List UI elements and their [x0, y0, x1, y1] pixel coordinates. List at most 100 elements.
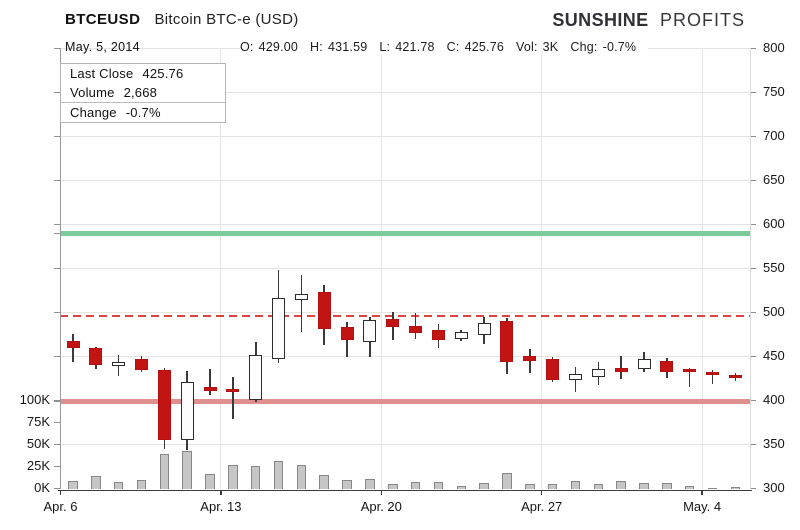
quote-label: H:: [310, 40, 323, 54]
candle-body-up: [363, 320, 377, 343]
price-axis-label: 400: [763, 392, 785, 408]
price-axis-label: 500: [763, 304, 785, 320]
quote-value: 421.78: [395, 40, 435, 54]
volume-bar: [616, 481, 626, 490]
left-axis-tick: [54, 233, 60, 235]
volume-bar: [525, 483, 535, 490]
candle-body-up: [272, 298, 286, 359]
volume-bar: [228, 464, 238, 490]
quote-value: -0.7%: [602, 40, 637, 54]
right-axis-tick: [750, 355, 756, 357]
right-axis-tick: [750, 267, 756, 269]
left-axis-tick: [54, 267, 60, 269]
price-axis-label: 800: [763, 40, 785, 56]
price-gridline: [60, 443, 750, 445]
left-axis-tick: [54, 443, 60, 445]
volume-bar: [273, 461, 284, 490]
left-axis-line: [60, 48, 61, 490]
x-axis-tick: [220, 489, 222, 495]
x-axis-date-label: May. 4: [683, 499, 722, 514]
candle-body-up: [568, 373, 582, 381]
price-gridline: [60, 311, 750, 313]
red-support-line: [60, 399, 750, 404]
quote-value: 425.76: [464, 40, 504, 54]
quote-value: 429.00: [258, 40, 299, 54]
volume-bar: [730, 487, 741, 490]
volume-bar: [684, 485, 695, 490]
candle-body-down: [614, 367, 628, 373]
candle-body-down: [157, 370, 171, 440]
candle-body-up: [294, 293, 308, 300]
price-axis-label: 300: [763, 480, 785, 496]
price-axis-label: 450: [763, 348, 785, 364]
quote-label: C:: [446, 40, 460, 54]
left-axis-tick: [54, 179, 60, 181]
week-gridline: [220, 48, 222, 490]
quote-label: Vol:: [516, 40, 538, 54]
candle-body-up: [454, 331, 468, 339]
logo-word-1: SUNSHINE: [552, 10, 649, 30]
left-axis-tick: [54, 47, 60, 49]
quote-label: Chg:: [570, 40, 598, 54]
volume-bar: [479, 482, 489, 490]
x-axis-tick: [59, 489, 62, 495]
candle-body-down: [728, 374, 742, 378]
x-axis-date-label: Apr. 20: [360, 499, 402, 514]
candle-body-down: [500, 321, 514, 362]
quote-value: 431.59: [327, 40, 368, 54]
week-gridline: [701, 48, 703, 490]
volume-bar: [547, 483, 558, 490]
left-axis-tick: [54, 355, 60, 357]
green-resistance-line: [60, 231, 750, 236]
left-axis-tick: [54, 399, 60, 401]
volume-bar: [159, 454, 170, 490]
x-axis-date-label: Apr. 13: [200, 499, 242, 514]
volume-bar: [593, 483, 604, 490]
volume-bar: [433, 482, 444, 490]
volume-bar: [639, 482, 649, 490]
candle-body-down: [317, 292, 331, 329]
left-axis-tick: [54, 135, 60, 137]
candle-wick: [232, 377, 234, 419]
volume-bar: [342, 479, 352, 490]
volume-bar: [662, 483, 672, 490]
volume-bar: [707, 488, 718, 490]
left-axis-tick: [54, 311, 60, 313]
candle-body-down: [89, 348, 103, 366]
candle-body-down: [135, 358, 149, 371]
candle-body-down: [409, 325, 423, 334]
legend-value: -0.7%: [125, 105, 161, 120]
price-gridline: [60, 223, 750, 225]
symbol-label: BTCEUSD: [65, 11, 141, 28]
right-axis-tick: [750, 487, 756, 489]
price-axis-label: 600: [763, 216, 785, 232]
candle-body-down: [226, 388, 240, 393]
volume-bar: [365, 478, 375, 490]
candle-body-down: [203, 387, 217, 391]
candle-wick: [688, 367, 691, 388]
week-gridline: [380, 48, 382, 490]
right-axis-tick: [750, 311, 756, 313]
legend-box: Last Close 425.76 Volume 2,668 Change -0…: [60, 63, 226, 123]
price-gridline: [60, 179, 750, 181]
price-gridline: [60, 267, 750, 269]
price-axis-label: 750: [763, 84, 785, 100]
legend-label: Last Close: [70, 66, 134, 81]
volume-bar: [113, 482, 124, 490]
logo-word-2: PROFITS: [659, 10, 745, 30]
right-axis-tick: [750, 135, 756, 137]
quote-date: May. 5, 2014: [65, 40, 140, 54]
price-axis-label: 550: [763, 260, 785, 276]
legend-row-change: Change -0.7%: [61, 102, 225, 122]
legend-value: 2,668: [123, 85, 158, 100]
right-axis-tick: [750, 91, 756, 93]
right-axis-tick: [750, 443, 756, 445]
volume-bar: [296, 464, 307, 490]
left-axis-tick: [54, 465, 60, 467]
quote-label: L:: [379, 40, 391, 54]
volume-bar: [319, 474, 329, 490]
volume-bar: [91, 475, 101, 490]
quote-label: O:: [240, 40, 254, 54]
volume-axis-label: 0K: [34, 480, 50, 496]
